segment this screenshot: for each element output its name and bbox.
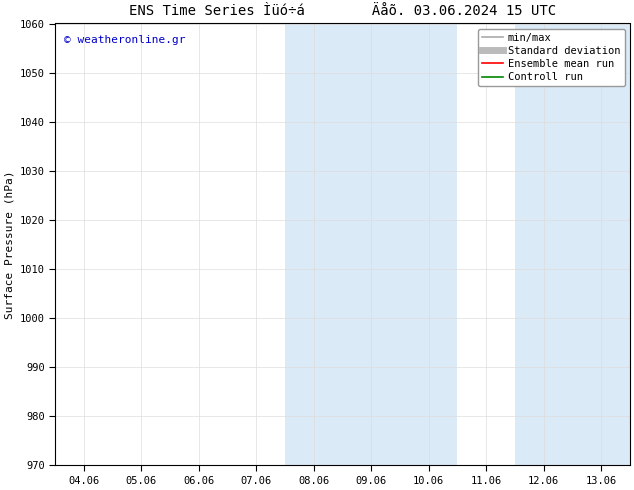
Bar	[515, 24, 630, 465]
Legend: min/max, Standard deviation, Ensemble mean run, Controll run: min/max, Standard deviation, Ensemble me…	[478, 29, 624, 86]
Y-axis label: Surface Pressure (hPa): Surface Pressure (hPa)	[4, 170, 14, 318]
Text: © weatheronline.gr: © weatheronline.gr	[64, 35, 185, 45]
Title: ENS Time Series Ìüó÷á        Äåõ. 03.06.2024 15 UTC: ENS Time Series Ìüó÷á Äåõ. 03.06.2024 15…	[129, 4, 556, 18]
Bar	[285, 24, 457, 465]
